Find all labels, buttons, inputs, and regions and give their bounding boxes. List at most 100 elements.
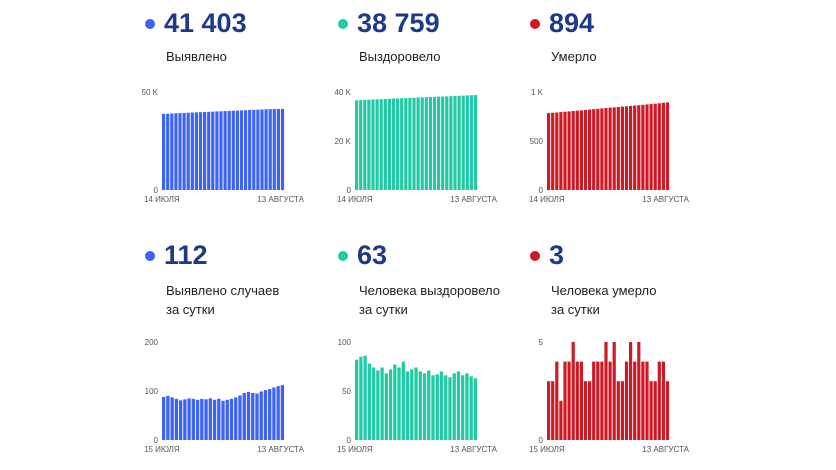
cases-daily-bar bbox=[276, 386, 280, 440]
cases-total-bar bbox=[190, 112, 194, 190]
recovered-daily-bar bbox=[461, 375, 465, 440]
cases-total-bar bbox=[280, 108, 285, 190]
cases-total-bar bbox=[264, 109, 268, 190]
cases-total-bar bbox=[166, 113, 170, 190]
recovered-daily-x-start-label: 15 ИЮЛЯ bbox=[337, 445, 373, 454]
recovered-daily-dot bbox=[338, 251, 348, 261]
cases-daily-ytick-label: 0 bbox=[154, 436, 159, 445]
deaths-daily-bar bbox=[616, 381, 620, 440]
cases-daily-chart: 0 100 200 15 ИЮЛЯ 13 АВГУСТА bbox=[144, 338, 305, 454]
recovered-total-bar bbox=[359, 100, 363, 190]
cases-total-bar bbox=[223, 111, 227, 190]
deaths-daily-x-start-label: 15 ИЮЛЯ bbox=[529, 445, 565, 454]
deaths-total-bar bbox=[633, 105, 637, 190]
cases-daily-x-end-label: 13 АВГУСТА bbox=[257, 445, 304, 454]
recovered-daily-bar bbox=[469, 376, 473, 440]
cases-daily-bar bbox=[174, 398, 179, 440]
deaths-total-bar bbox=[624, 106, 629, 190]
recovered-total-bar bbox=[420, 97, 424, 190]
cases-total-bar bbox=[162, 113, 166, 190]
recovered-daily-bar bbox=[448, 377, 452, 440]
cases-total-bar bbox=[268, 109, 272, 190]
deaths-daily-label-line-1: Человека умерло bbox=[551, 283, 657, 298]
deaths-daily-bar bbox=[649, 381, 653, 440]
recovered-total-bar bbox=[432, 96, 437, 190]
deaths-daily-chart: 0 5 15 ИЮЛЯ 13 АВГУСТА bbox=[529, 338, 690, 454]
recovered-daily-bar bbox=[431, 375, 435, 440]
recovered-total-bar bbox=[396, 98, 400, 190]
deaths-daily-bar bbox=[559, 400, 563, 440]
deaths-daily-bar bbox=[551, 381, 555, 440]
deaths-total-bar bbox=[555, 112, 559, 190]
recovered-daily-ytick-label: 0 bbox=[347, 436, 352, 445]
cases-total-bar bbox=[276, 108, 280, 190]
cases-daily-bar bbox=[251, 392, 255, 440]
recovered-total-bar bbox=[412, 97, 416, 190]
recovered-total-bar bbox=[437, 96, 441, 190]
recovered-daily-bar bbox=[367, 363, 372, 440]
deaths-daily-bar bbox=[571, 342, 575, 440]
recovered-total-bar bbox=[387, 98, 391, 190]
cases-daily-bar bbox=[200, 398, 204, 440]
deaths-daily-x-end-label: 13 АВГУСТА bbox=[642, 445, 689, 454]
cases-daily-ytick-label: 100 bbox=[145, 387, 159, 396]
recovered-total-bar bbox=[367, 99, 371, 190]
cases-total-label: Выявлено bbox=[166, 49, 227, 64]
recovered-total-bar bbox=[424, 97, 428, 190]
recovered-total-bar bbox=[428, 97, 432, 190]
deaths-daily-bar bbox=[567, 361, 571, 440]
deaths-total-ytick-label: 0 bbox=[539, 186, 544, 195]
recovered-daily-bar bbox=[465, 373, 469, 440]
deaths-daily-number: 3 bbox=[549, 240, 565, 270]
cases-total-bar bbox=[203, 111, 207, 190]
deaths-total-bar bbox=[641, 104, 645, 190]
recovered-total-bar bbox=[404, 98, 408, 190]
recovered-daily-bar bbox=[444, 375, 448, 440]
cases-daily-bar bbox=[280, 385, 285, 440]
cases-total-x-start-label: 14 ИЮЛЯ bbox=[144, 195, 180, 204]
cases-total-bar bbox=[231, 110, 235, 190]
deaths-total-bar bbox=[620, 106, 624, 190]
recovered-total-bar bbox=[465, 95, 469, 190]
recovered-daily-bar bbox=[401, 361, 405, 440]
recovered-daily-x-end-label: 13 АВГУСТА bbox=[450, 445, 497, 454]
cases-total-bar bbox=[248, 110, 252, 190]
cases-total-bar bbox=[272, 108, 276, 190]
deaths-total-bar bbox=[612, 107, 616, 190]
deaths-total-bar bbox=[592, 109, 596, 190]
cases-total-bar bbox=[215, 111, 219, 190]
deaths-total-panel: 894 Умерло 0 500 1 K 14 ИЮЛЯ 13 АВГУСТА bbox=[525, 8, 725, 238]
recovered-daily-bar bbox=[384, 373, 388, 440]
cases-daily-bar bbox=[204, 399, 208, 440]
cases-total-bar bbox=[239, 110, 244, 190]
cases-daily-bar bbox=[238, 395, 242, 440]
recovered-total-bar bbox=[375, 99, 379, 190]
deaths-total-ytick-label: 1 K bbox=[531, 88, 544, 97]
cases-total-panel: 41 403 Выявлено 0 50 K 14 ИЮЛЯ 13 АВГУСТА bbox=[140, 8, 340, 238]
deaths-daily-bar bbox=[579, 361, 583, 440]
recovered-daily-label-line-2: за сутки bbox=[359, 302, 408, 317]
recovered-total-x-end-label: 13 АВГУСТА bbox=[450, 195, 497, 204]
cases-daily-number: 112 bbox=[164, 240, 208, 270]
recovered-daily-bar bbox=[376, 370, 380, 440]
cases-total-bar bbox=[252, 109, 256, 190]
recovered-total-panel: 38 759 Выздоровело 0 20 K 40 K 14 ИЮЛЯ 13 АВ… bbox=[333, 8, 533, 238]
recovered-daily-bar bbox=[371, 367, 376, 440]
deaths-total-bar bbox=[661, 102, 665, 190]
cases-daily-bar bbox=[255, 393, 259, 440]
cases-daily-bar bbox=[268, 389, 272, 440]
deaths-total-bar bbox=[604, 108, 608, 190]
cases-total-bar bbox=[227, 110, 231, 190]
recovered-daily-chart: 0 50 100 15 ИЮЛЯ 13 АВГУСТА bbox=[337, 338, 498, 454]
recovered-daily-bar bbox=[410, 369, 414, 440]
deaths-daily-bar bbox=[575, 361, 579, 440]
deaths-daily-bar bbox=[641, 361, 645, 440]
deaths-total-bar bbox=[629, 105, 633, 190]
cases-daily-bar bbox=[187, 398, 191, 440]
deaths-daily-bar bbox=[637, 342, 641, 440]
cases-daily-panel: 112 Выявлено случаев за сутки 0 100 200 15 … bbox=[140, 240, 340, 470]
recovered-daily-bar bbox=[418, 371, 422, 440]
cases-daily-bar bbox=[229, 398, 234, 440]
recovered-total-bar bbox=[441, 96, 445, 190]
recovered-total-label: Выздоровело bbox=[359, 49, 441, 64]
